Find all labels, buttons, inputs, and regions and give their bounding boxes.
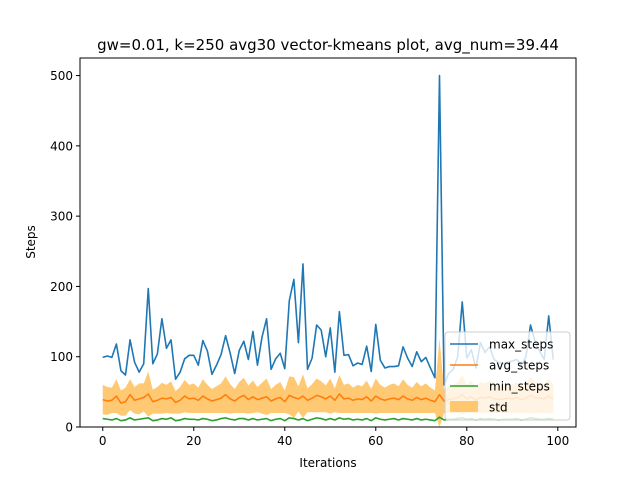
x-tick-label: 80: [459, 434, 474, 448]
x-axis-ticks: 0 20 40 60 80 100: [99, 427, 569, 448]
x-tick-label: 60: [368, 434, 383, 448]
std-band-layer: [102, 338, 554, 427]
legend-box: [444, 331, 571, 421]
legend-label-min-steps: min_steps: [489, 380, 550, 394]
axes-frame: [79, 57, 577, 428]
legend-label-max-steps: max_steps: [489, 338, 553, 352]
x-tick-label: 0: [99, 434, 107, 448]
x-axis-label: Iterations: [299, 456, 356, 470]
x-tick-label: 20: [186, 434, 201, 448]
legend-label-std: std: [489, 401, 508, 415]
y-tick-label: 500: [50, 69, 73, 83]
y-tick-label: 200: [50, 280, 73, 294]
y-axis-ticks: 0 100 200 300 400 500: [50, 69, 80, 435]
y-tick-label: 100: [50, 350, 73, 364]
legend-swatch-std: [450, 401, 478, 412]
x-tick-label: 40: [277, 434, 292, 448]
chart-title: gw=0.01, k=250 avg30 vector-kmeans plot,…: [97, 36, 559, 55]
legend: max_steps avg_steps min_steps std: [444, 331, 571, 421]
y-tick-label: 300: [50, 210, 73, 224]
legend-label-avg-steps: avg_steps: [489, 359, 549, 373]
y-tick-label: 0: [65, 421, 73, 435]
y-tick-label: 400: [50, 139, 73, 153]
x-tick-label: 100: [546, 434, 569, 448]
y-axis-label: Steps: [24, 225, 38, 259]
std-band: [102, 338, 554, 427]
